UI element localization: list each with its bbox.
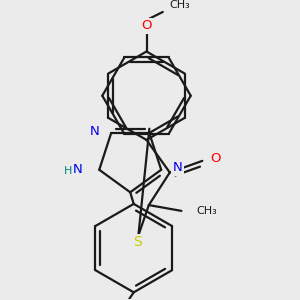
Text: H: H	[64, 166, 73, 176]
Text: S: S	[133, 235, 142, 249]
Text: N: N	[90, 124, 99, 137]
Text: N: N	[73, 163, 83, 176]
Text: CH₃: CH₃	[170, 0, 190, 10]
Text: O: O	[141, 20, 152, 32]
Text: O: O	[210, 152, 220, 165]
Text: CH₃: CH₃	[196, 206, 217, 216]
Text: N: N	[173, 161, 183, 174]
